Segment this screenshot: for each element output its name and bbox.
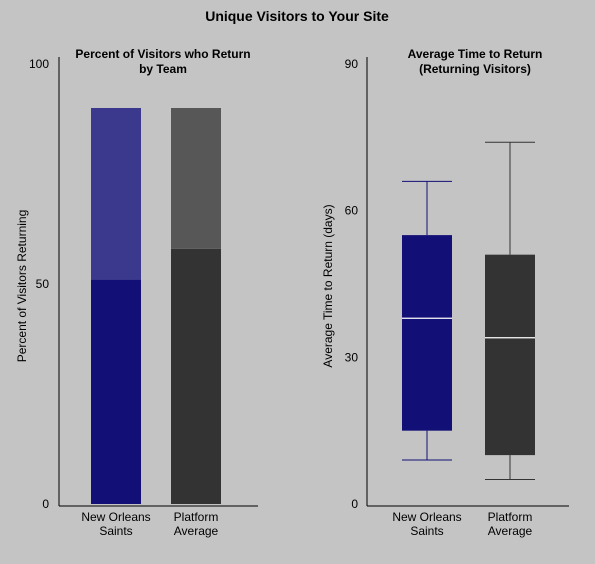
bar-chart-title-line-2: by Team (139, 62, 187, 76)
bar-segment-upper-0 (91, 108, 141, 280)
box-y-tick-label-0: 0 (351, 497, 358, 511)
bar-y-tick-label-1: 50 (36, 277, 50, 291)
box-category-label-0-1: Saints (410, 524, 443, 538)
box-plot-title-line-1: Average Time to Return (408, 47, 543, 61)
bar-chart-y-axis-label: Percent of Visitors Returning (15, 210, 29, 363)
bar-category-label-0-1: Saints (99, 524, 132, 538)
bar-y-tick-label-2: 100 (29, 57, 49, 71)
box-y-tick-label-1: 30 (345, 350, 359, 364)
bar-segment-returning-1 (171, 248, 221, 504)
time-to-return-box-plot: Average Time to Return (Returning Visito… (321, 47, 569, 538)
box-category-label-1-0: Platform (488, 510, 533, 524)
box-y-tick-label-3: 90 (345, 57, 359, 71)
bar-chart-title-line-1: Percent of Visitors who Return (75, 47, 250, 61)
box-iqr-0 (402, 235, 452, 431)
box-category-label-0-0: New Orleans (392, 510, 461, 524)
box-iqr-1 (485, 254, 535, 456)
box-plot-title-line-2: (Returning Visitors) (419, 62, 531, 76)
bar-category-label-1-0: Platform (174, 510, 219, 524)
box-category-label-1-1: Average (488, 524, 533, 538)
bar-y-tick-label-0: 0 (42, 497, 49, 511)
return-rate-bar-chart: Percent of Visitors who Return by Team N… (15, 47, 258, 538)
box-y-tick-label-2: 60 (345, 204, 359, 218)
box-plot-y-axis-label: Average Time to Return (days) (321, 204, 335, 367)
bar-category-label-0-0: New Orleans (81, 510, 150, 524)
main-title: Unique Visitors to Your Site (205, 8, 389, 24)
bar-segment-returning-0 (91, 279, 141, 504)
bar-segment-upper-1 (171, 108, 221, 249)
bar-category-label-1-1: Average (174, 524, 219, 538)
